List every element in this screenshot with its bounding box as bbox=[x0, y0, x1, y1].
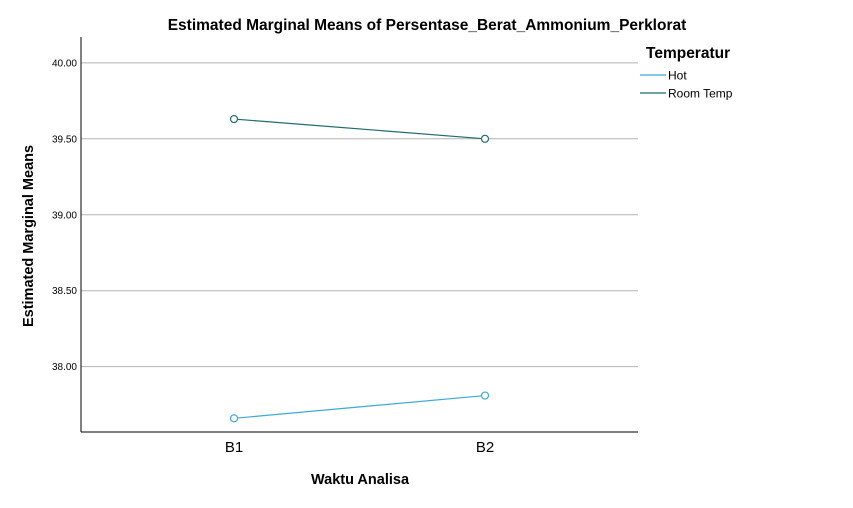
data-point bbox=[480, 391, 490, 400]
x-tick-label: B1 bbox=[225, 439, 243, 456]
y-tick-label: 38.50 bbox=[52, 286, 77, 297]
data-point bbox=[229, 414, 239, 423]
legend-label: Hot bbox=[668, 69, 687, 83]
gridlines bbox=[81, 62, 638, 368]
x-axis-title: Waktu Analisa bbox=[311, 472, 410, 488]
y-tick-label: 39.50 bbox=[52, 134, 77, 145]
series-line bbox=[233, 394, 486, 419]
chart-title: Estimated Marginal Means of Persentase_B… bbox=[168, 17, 687, 34]
x-tick-label: B2 bbox=[476, 439, 494, 456]
legend-label: Room Temp bbox=[668, 87, 733, 101]
legend-title: Temperatur bbox=[646, 45, 730, 62]
y-tick-label: 38.00 bbox=[52, 362, 77, 373]
y-tick-labels: 38.00 38.50 39.00 39.50 40.00 bbox=[52, 58, 77, 373]
series-lines bbox=[229, 114, 490, 423]
y-tick-label: 40.00 bbox=[52, 58, 77, 69]
data-point bbox=[229, 114, 239, 124]
y-tick-label: 39.00 bbox=[52, 210, 77, 221]
legend-items: Hot Room Temp bbox=[640, 69, 733, 101]
legend: Temperatur Hot Room Temp bbox=[640, 45, 733, 101]
x-tick-labels: B1 B2 bbox=[225, 439, 494, 456]
y-axis-title: Estimated Marginal Means bbox=[21, 145, 37, 327]
series-line bbox=[233, 118, 486, 140]
data-point bbox=[480, 134, 490, 143]
